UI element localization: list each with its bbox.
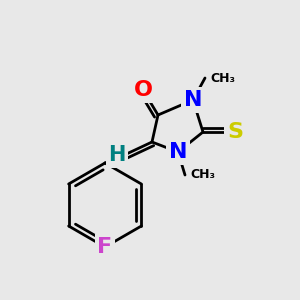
Text: H: H bbox=[108, 145, 126, 165]
Text: CH₃: CH₃ bbox=[210, 71, 235, 85]
Text: N: N bbox=[169, 142, 187, 162]
Text: F: F bbox=[98, 237, 112, 257]
Text: CH₃: CH₃ bbox=[190, 169, 215, 182]
Text: N: N bbox=[184, 90, 202, 110]
Text: S: S bbox=[227, 122, 243, 142]
Text: O: O bbox=[134, 80, 152, 100]
